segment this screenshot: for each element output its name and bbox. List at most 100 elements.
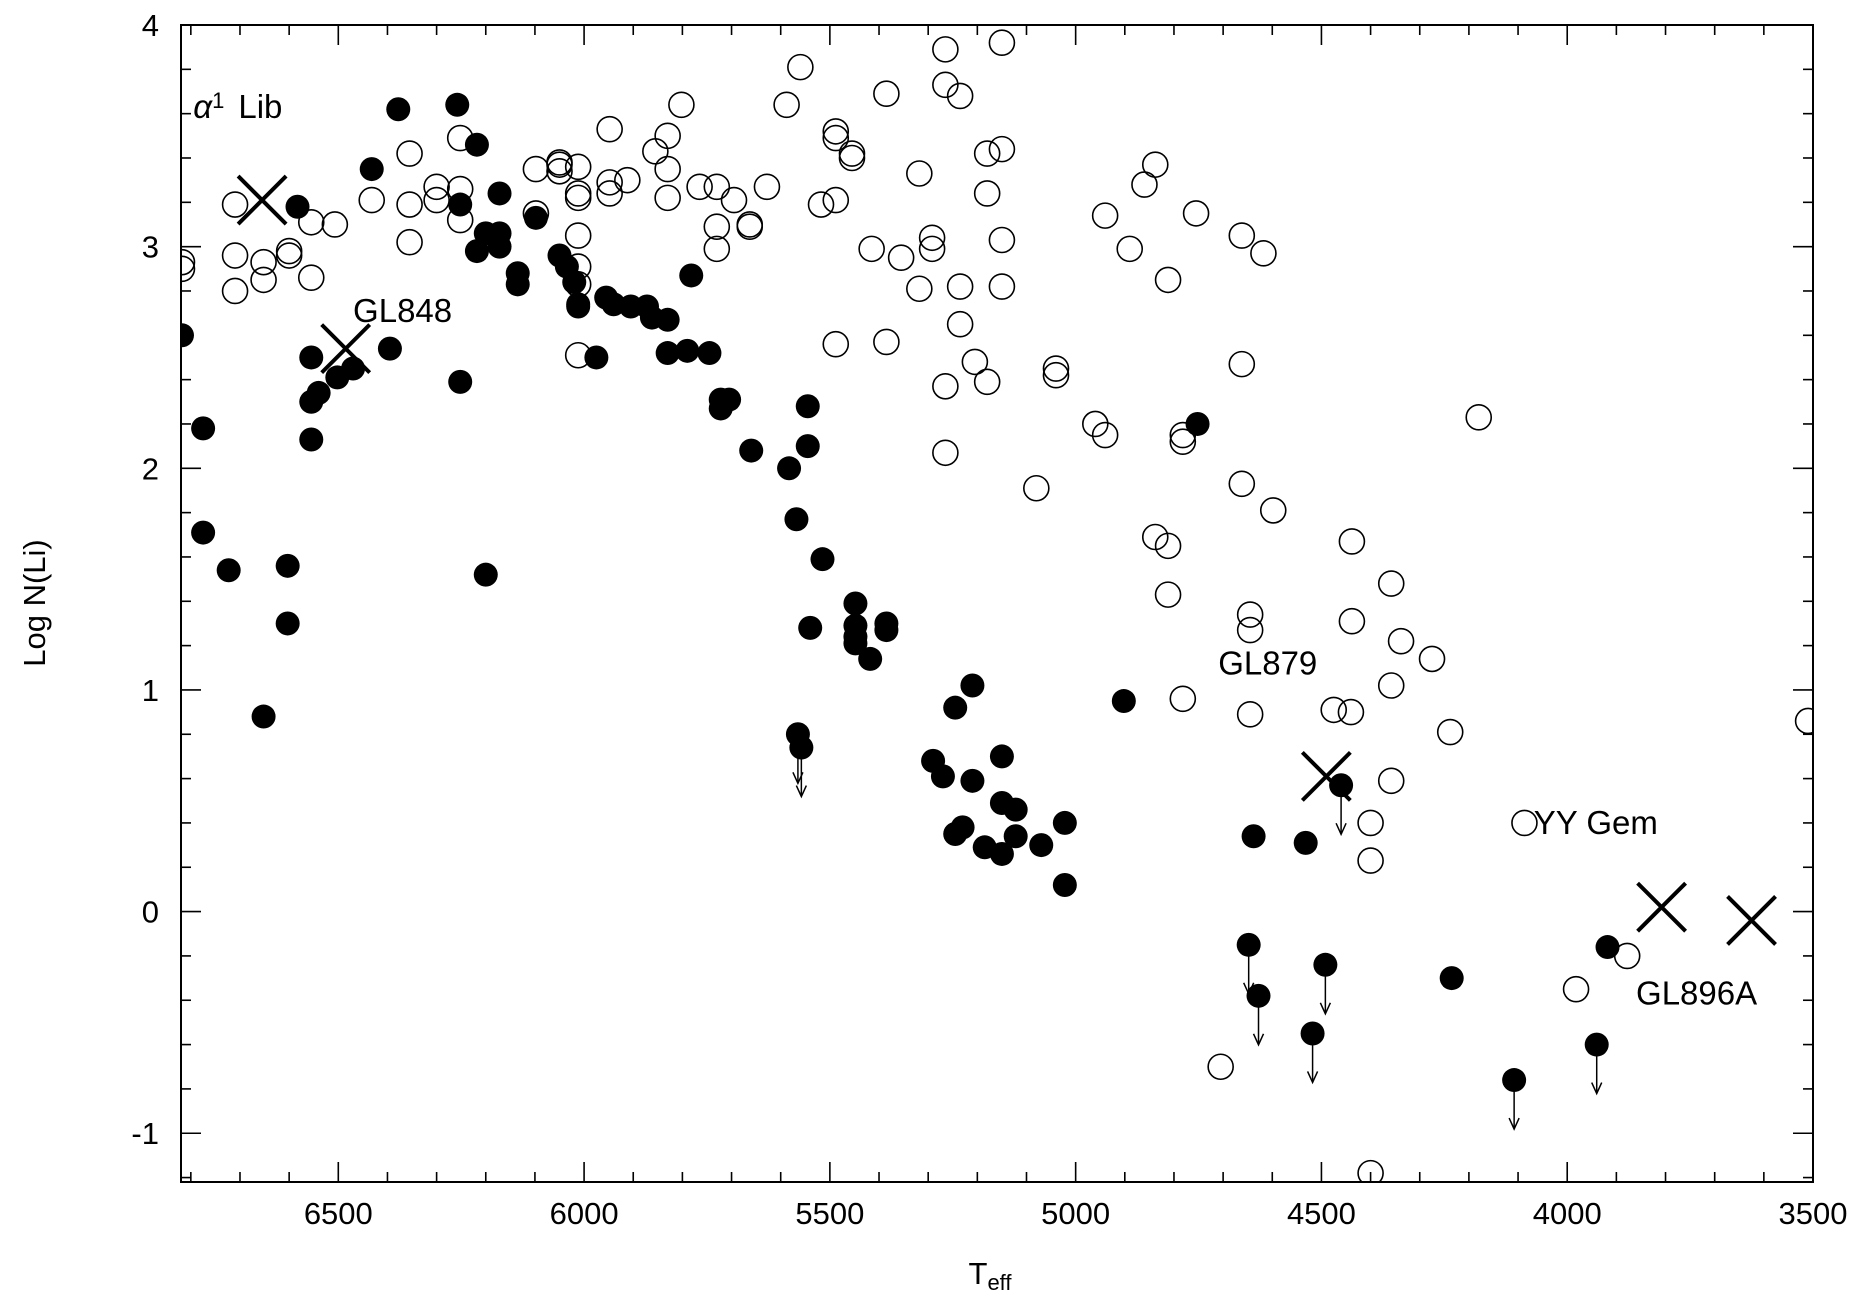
filled-circle-point [1584, 1032, 1609, 1057]
open-circle-point [654, 155, 681, 183]
upper-limit-arrow-head [795, 785, 808, 799]
open-circle-point [703, 235, 731, 263]
open-circle-point [1250, 239, 1277, 267]
filled-circle-point [1241, 824, 1266, 849]
open-circle-point [546, 157, 573, 185]
open-circle-point [1236, 601, 1264, 628]
open-circle-point [1082, 410, 1109, 438]
open-circle-point [736, 211, 764, 238]
open-circle-point [918, 224, 946, 252]
open-circle-point [1228, 470, 1256, 498]
open-circle-point [221, 277, 249, 305]
open-circle-point [887, 244, 915, 272]
filled-circle-point [717, 387, 742, 412]
open-circle-point [1042, 355, 1070, 382]
annotations: α1 Lib GL848 GL879 YY Gem GL896A [193, 88, 1757, 1012]
y-axis-label: Log N(Li) [17, 539, 52, 667]
upper-limit-arrow-head [1591, 1082, 1603, 1096]
open-circle-point [250, 248, 277, 276]
open-circle-point [654, 122, 681, 150]
open-circle-point [1259, 497, 1287, 524]
filled-circle-point [275, 553, 300, 578]
x-tick-label: 6000 [550, 1196, 619, 1231]
open-circle-point [564, 153, 592, 181]
x-axis-label-subscript: eff [987, 1270, 1012, 1295]
open-circle-point [1023, 474, 1050, 502]
y-tick-label: 3 [142, 230, 159, 265]
upper-limit-arrow-head [1335, 822, 1347, 837]
filled-circle-point [739, 438, 764, 463]
filled-circle-point [341, 356, 366, 381]
open-circle-point [773, 91, 800, 119]
open-circle-point [822, 118, 850, 145]
open-circle-point [1436, 718, 1464, 746]
plot-frame [180, 24, 1814, 1183]
open-circle-point [973, 180, 1001, 207]
open-circle-point [668, 91, 695, 119]
open-circle-point [1228, 222, 1256, 249]
filled-circle-point [1003, 797, 1028, 822]
filled-circle-point [1236, 932, 1261, 957]
filled-circle-point [1329, 773, 1354, 798]
open-circle-point [1116, 235, 1144, 263]
open-circle-point [988, 29, 1016, 57]
open-circle-point [1377, 672, 1405, 699]
open-circle-point [932, 71, 959, 99]
cross-point [1726, 895, 1777, 946]
filled-circle-point [989, 841, 1014, 866]
filled-circle-point [191, 416, 216, 441]
open-circle-point [1154, 266, 1182, 294]
open-circle-point [822, 124, 850, 152]
open-circle-point [522, 155, 550, 183]
open-circle-point [1042, 361, 1070, 389]
open-circle-point [858, 235, 885, 263]
x-tick-label: 3500 [1779, 1196, 1848, 1231]
open-circle-point [973, 368, 1001, 396]
open-circle-point [918, 235, 946, 263]
open-circle-point [703, 213, 731, 240]
open-circle-point [546, 151, 573, 178]
filled-circle-point [505, 272, 530, 297]
filled-circle-point [960, 768, 985, 793]
filled-circle-point [858, 646, 883, 671]
open-circle-point [1387, 627, 1415, 655]
open-circle-point [321, 211, 349, 238]
open-circle-point [1228, 350, 1256, 378]
annotation-greek-letter: α [193, 88, 213, 125]
filled-circle-point [655, 307, 680, 332]
open-circle-point [297, 208, 325, 236]
open-circle-point [946, 82, 974, 110]
x-tick-label: 4000 [1533, 1196, 1602, 1231]
filled-circle-point [216, 558, 241, 583]
open-circle-point [1377, 767, 1405, 795]
filled-circle-point [675, 338, 700, 363]
filled-circle-point [487, 181, 512, 206]
annotation-label: GL848 [353, 292, 452, 329]
open-circle-point [822, 186, 850, 214]
filled-circle-point [251, 704, 276, 729]
open-circle-point [1357, 1159, 1384, 1182]
filled-circle-point [1300, 1021, 1325, 1046]
open-circle-point [873, 328, 900, 356]
filled-circle-point [1052, 872, 1077, 897]
open-circle-point [396, 191, 423, 218]
open-circle-point [1465, 404, 1493, 431]
open-circle-point [1141, 151, 1169, 178]
filled-circle-point [445, 92, 470, 117]
filled-circle-point [655, 341, 680, 366]
annotation-label: α1 Lib [193, 88, 282, 125]
open-circle-point [1562, 975, 1590, 1003]
upper-limit-arrow-head [1319, 1002, 1332, 1016]
filled-circle-point [843, 631, 868, 656]
filled-circle-point [1439, 966, 1464, 991]
open-circle-point [221, 191, 249, 218]
open-circle-point [654, 184, 681, 212]
y-tick-label: -1 [131, 1116, 159, 1151]
open-circle-point [297, 264, 325, 291]
open-circle-point [1320, 696, 1348, 724]
filled-circle-point [473, 562, 498, 587]
filled-circle-point [562, 270, 587, 295]
open-circle-point [275, 242, 303, 269]
open-circle-point [596, 180, 623, 207]
filled-circle-point [448, 369, 473, 394]
